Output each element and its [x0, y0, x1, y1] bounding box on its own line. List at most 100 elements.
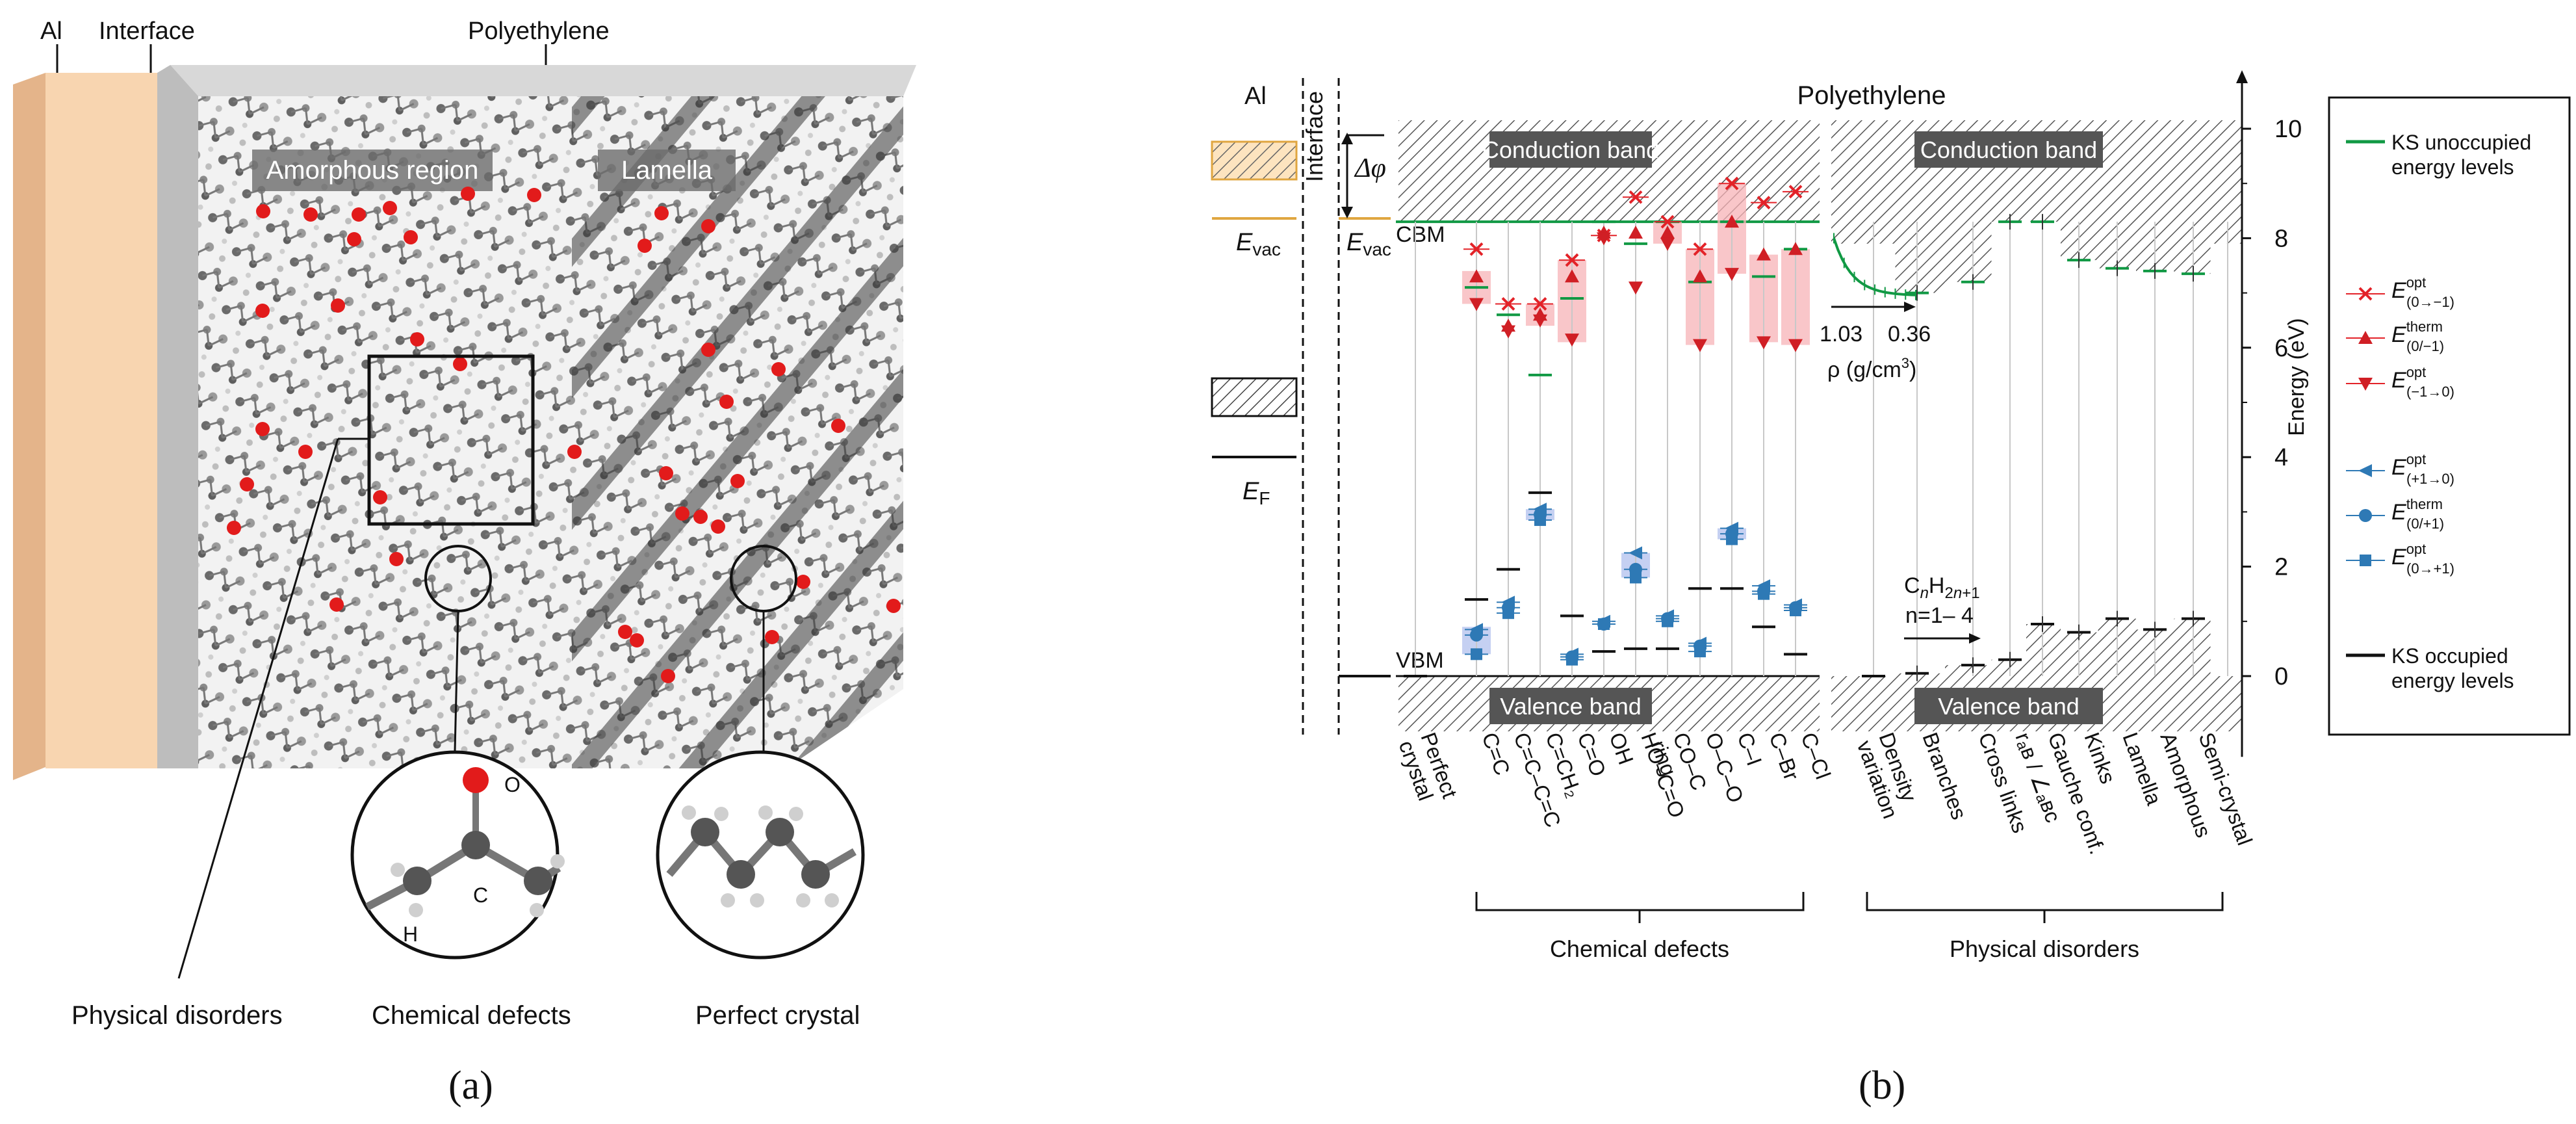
- marker-therm-0-m1: [1660, 225, 1675, 239]
- al-slab: [45, 73, 157, 768]
- carbon-atom: [403, 867, 431, 895]
- oxygen-dot: [567, 445, 582, 459]
- oxygen-dot: [255, 304, 270, 318]
- oxygen-dot: [701, 219, 715, 233]
- y-tick-label: 2: [2274, 554, 2288, 581]
- marker-opt-0-m1: [1463, 242, 1489, 256]
- marker-opt-0-p1: [1598, 618, 1610, 631]
- panel-label-a: (a): [448, 1064, 493, 1108]
- panel-a-structure: Al Interface Polyethylene Amorphous regi…: [13, 18, 916, 1108]
- oxygen-dot: [329, 597, 344, 612]
- marker-opt-0-p1: [1630, 571, 1642, 584]
- oxygen-dot: [730, 474, 745, 488]
- oxygen-atoms: [227, 187, 901, 683]
- gap-region: [2026, 222, 2061, 294]
- y-tick-label: 10: [2274, 116, 2302, 143]
- oxygen-dot: [659, 466, 673, 480]
- oxygen-dot: [373, 490, 387, 504]
- label-al: Al: [40, 18, 62, 45]
- svg-text:KS unoccupied: KS unoccupied: [2391, 131, 2531, 154]
- label-cbm: CBM: [1396, 222, 1445, 247]
- oxygen-dot: [227, 521, 241, 535]
- marker-opt-m1-0: [1597, 232, 1611, 246]
- marker-therm-0-m1: [1629, 225, 1643, 239]
- oxygen-dot: [352, 207, 366, 222]
- oxygen-dot: [693, 510, 708, 524]
- formula-label: CnH2n+1: [1904, 573, 1980, 602]
- label-b-al: Al: [1244, 83, 1267, 110]
- gap-region: [1945, 281, 1992, 294]
- marker-opt-m1-0: [1788, 339, 1803, 352]
- marker-therm-0-m1: [1757, 247, 1771, 261]
- marker-opt-0-p1: [1502, 607, 1514, 620]
- oxygen-dot: [303, 207, 318, 222]
- y-axis: 0 2 4 6 8 10 Energy (eV): [2236, 70, 2309, 757]
- marker-opt-0-m1: [1623, 190, 1649, 204]
- valence-step: [1991, 659, 2026, 676]
- gap-region: [2174, 274, 2211, 294]
- marker-therm-0-p1: [1470, 628, 1483, 642]
- oxygen-dot: [347, 232, 361, 246]
- svg-text:KS occupied: KS occupied: [2391, 644, 2508, 668]
- atom-label-c: C: [473, 883, 488, 907]
- label-conduction-band-chem: Conduction band: [1482, 137, 1659, 163]
- x-category-label: Branches: [1918, 729, 1971, 823]
- label-delta-phi: Δφ: [1354, 153, 1386, 183]
- marker-opt-0-p1: [1471, 648, 1482, 660]
- marker-opt-0-m1: [1719, 176, 1745, 190]
- oxygen-atom: [463, 767, 489, 793]
- marker-opt-m1-0: [1565, 333, 1579, 347]
- label-valence-band-chem: Valence band: [1500, 693, 1642, 720]
- oxygen-dot: [404, 230, 418, 244]
- y-tick-label: 8: [2274, 225, 2288, 252]
- marker-opt-0-p1: [1662, 615, 1673, 627]
- marker-opt-m1-0: [1501, 325, 1515, 339]
- atom-label-o: O: [504, 773, 521, 796]
- gap-region: [1831, 243, 1896, 294]
- label-amorphous-region: Amorphous region: [266, 156, 479, 185]
- label-ef: EF: [1243, 478, 1270, 508]
- n-range-label: n=1– 4: [1905, 603, 1974, 628]
- marker-opt-0-p1: [1790, 604, 1801, 616]
- oxygen-dot: [796, 575, 810, 589]
- oxygen-dot: [711, 519, 725, 534]
- marker-opt-m1-0: [1469, 298, 1484, 311]
- chart-title: Polyethylene: [1797, 81, 1946, 110]
- legend-box: [2328, 96, 2571, 736]
- y-tick-label: 4: [2274, 444, 2288, 471]
- oxygen-dot: [661, 669, 675, 683]
- label-chemical-defects: Chemical defects: [372, 1001, 571, 1030]
- lamella-stripes: [572, 96, 903, 768]
- x-category-label: Densityvariation: [1853, 729, 1925, 822]
- label-valence-band-phys: Valence band: [1938, 693, 2080, 720]
- oxygen-dot: [630, 633, 644, 647]
- atom-label-h: H: [403, 922, 418, 946]
- carbon-atom: [461, 831, 490, 859]
- oxygen-dot: [638, 239, 652, 253]
- label-lamella: Lamella: [621, 156, 713, 185]
- valence-step: [2026, 624, 2061, 676]
- marker-therm-0-m1: [1788, 242, 1803, 255]
- label-physical-disorders: Physical disorders: [71, 1001, 283, 1030]
- y-tick-label: 6: [2274, 335, 2288, 362]
- rho-label: ρ (g/cm3): [1827, 355, 1916, 382]
- marker-opt-m1-0: [1725, 268, 1739, 281]
- oxygen-dot: [765, 630, 779, 644]
- svg-text:energy levels: energy levels: [2391, 155, 2514, 179]
- panel-label-b: (b): [1859, 1064, 1905, 1108]
- oxygen-dot: [256, 204, 270, 218]
- band-regions: [1396, 117, 2242, 735]
- marker-opt-0-m1: [1655, 215, 1681, 229]
- oxygen-dot: [654, 206, 669, 220]
- marker-therm-0-m1: [1469, 269, 1484, 283]
- oxygen-dot: [701, 343, 715, 357]
- y-axis-label: Energy (eV): [2284, 318, 2309, 436]
- oxygen-dot: [886, 599, 901, 613]
- label-conduction-band-phys: Conduction band: [1920, 137, 2097, 163]
- oxygen-dot: [771, 362, 786, 376]
- oxygen-dot: [383, 201, 397, 215]
- label-evac-right: Evac: [1346, 229, 1391, 259]
- label-polyethylene: Polyethylene: [468, 18, 610, 45]
